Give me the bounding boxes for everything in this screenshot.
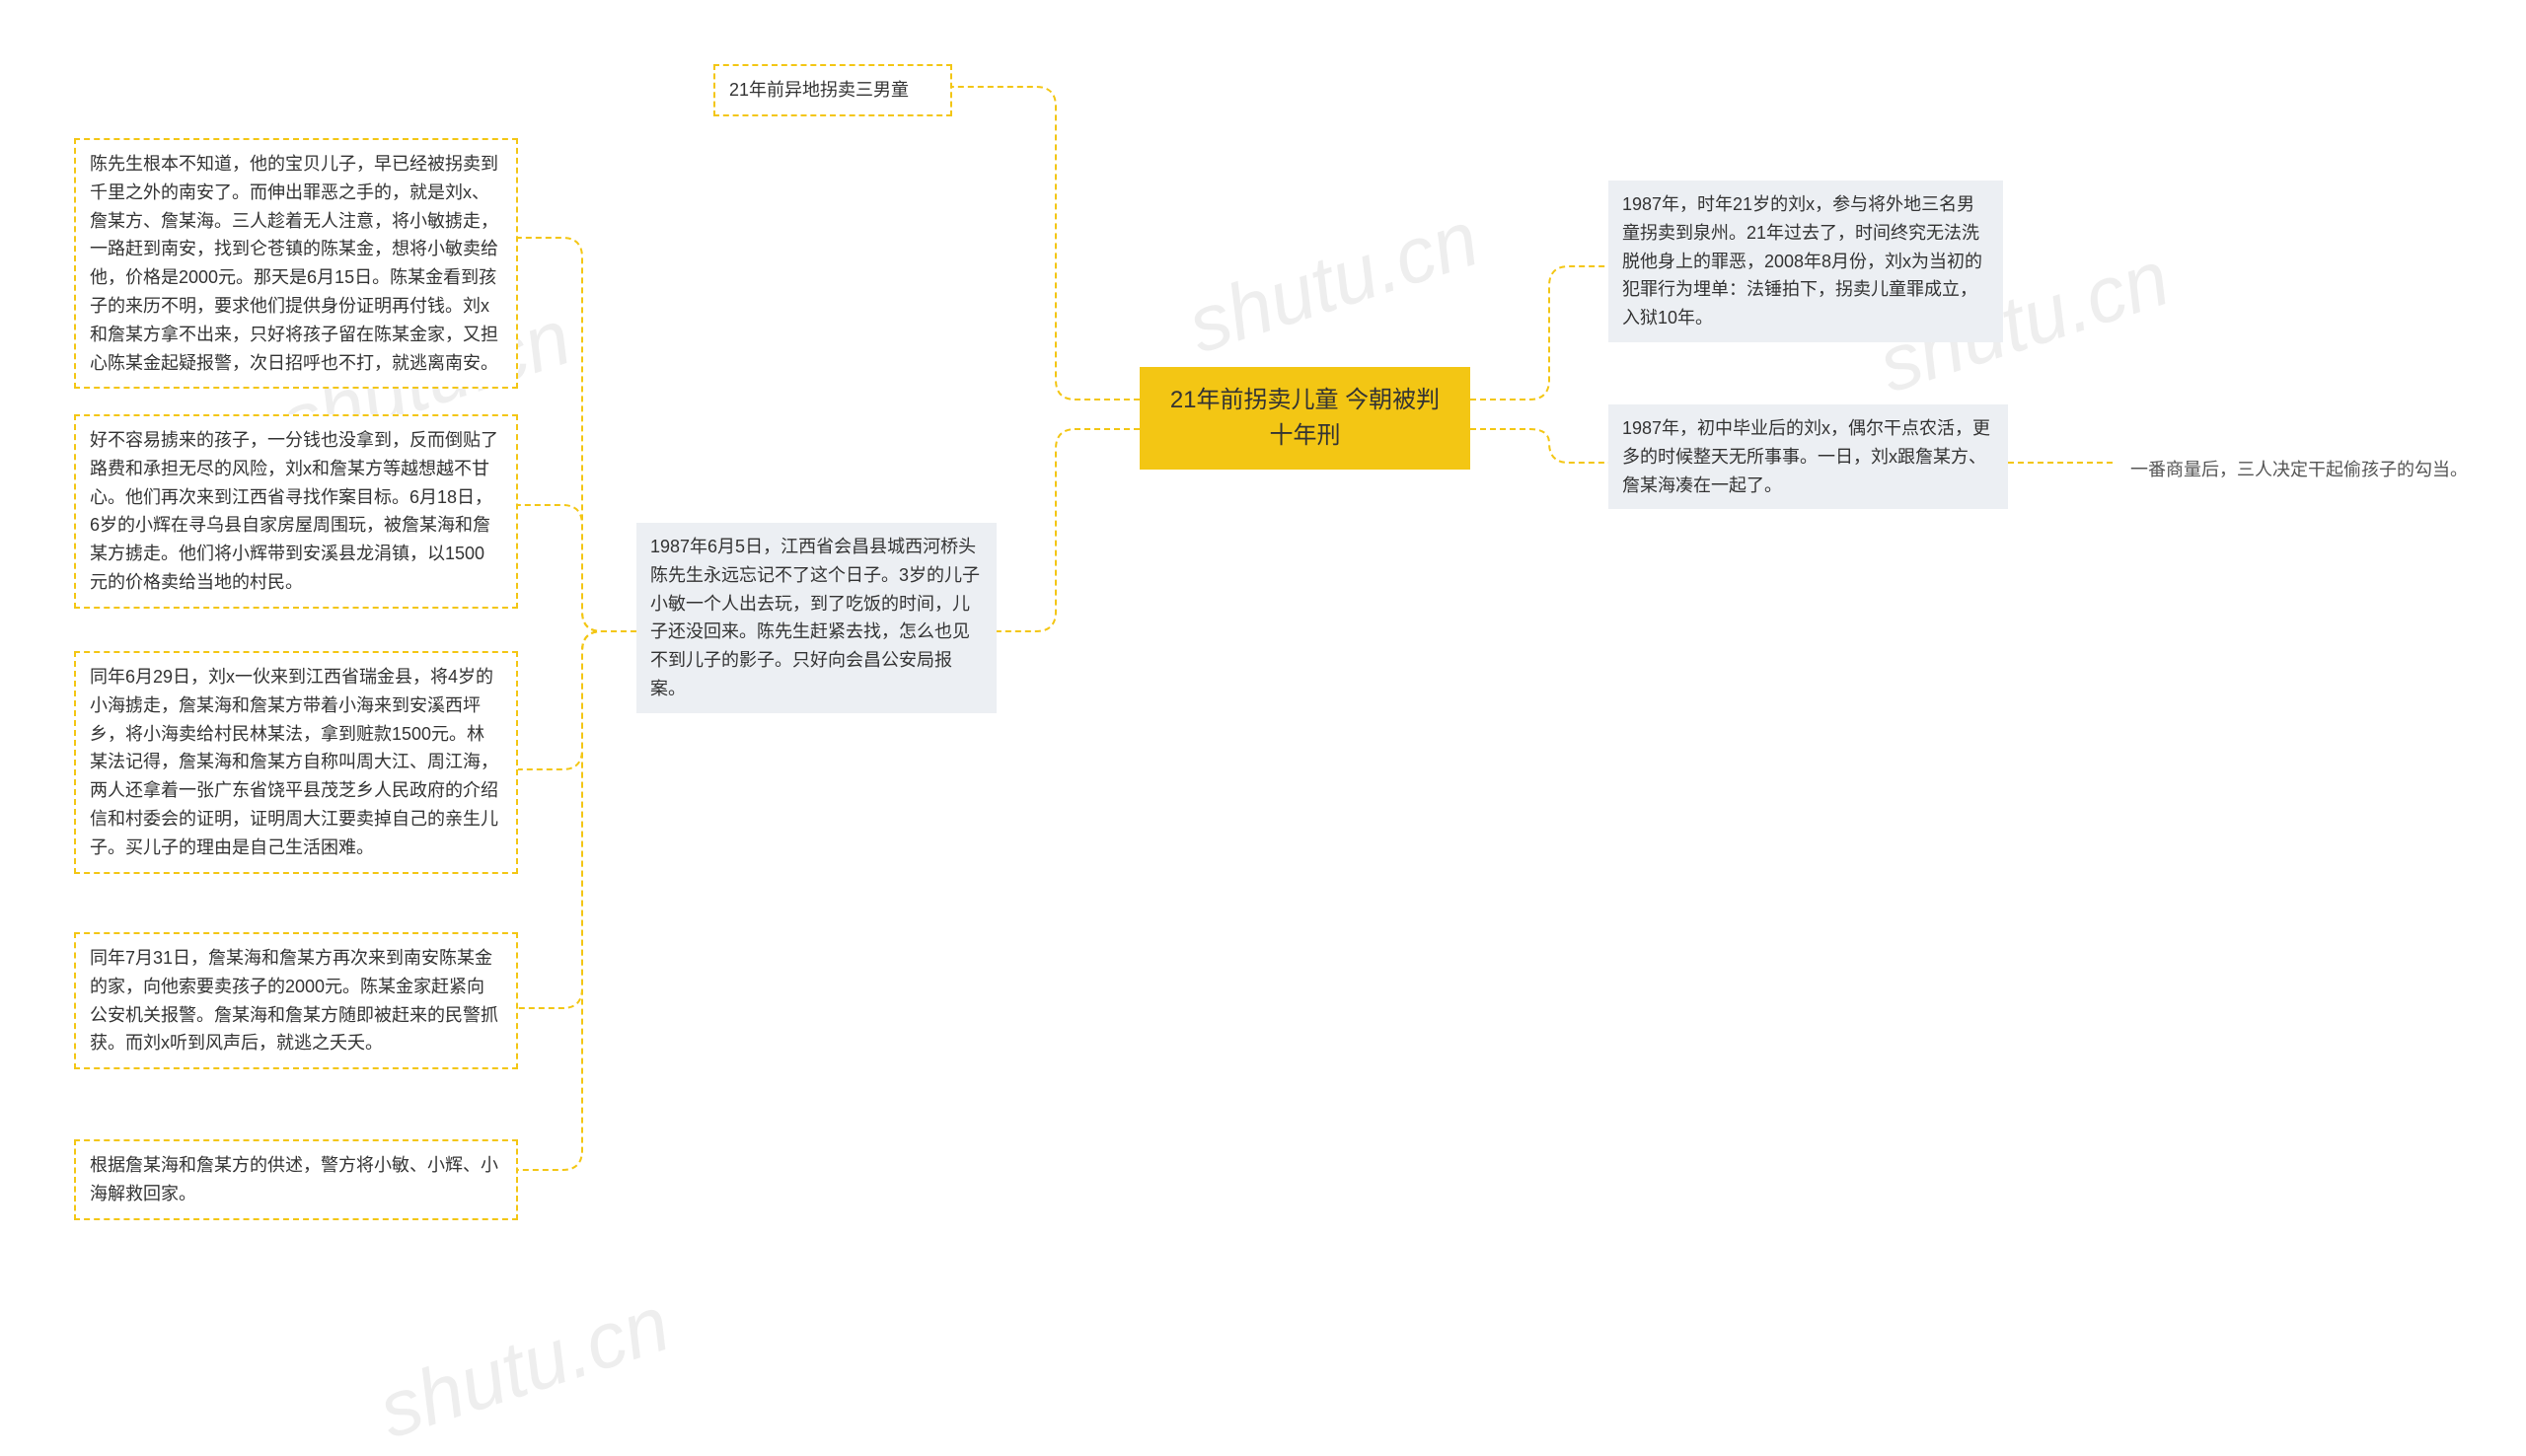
left-p5-text: 根据詹某海和詹某方的供述，警方将小敏、小辉、小海解救回家。 bbox=[90, 1155, 498, 1203]
left-p4: 同年7月31日，詹某海和詹某方再次来到南安陈某金的家，向他索要卖孩子的2000元… bbox=[74, 932, 518, 1069]
right-box1-text: 1987年，时年21岁的刘x，参与将外地三名男童拐卖到泉州。21年过去了，时间终… bbox=[1622, 194, 1982, 328]
left-p5: 根据詹某海和詹某方的供述，警方将小敏、小辉、小海解救回家。 bbox=[74, 1139, 518, 1220]
right-sub: 一番商量后，三人决定干起偷孩子的勾当。 bbox=[2117, 446, 2491, 494]
left-p2: 好不容易掳来的孩子，一分钱也没拿到，反而倒贴了路费和承担无尽的风险，刘x和詹某方… bbox=[74, 414, 518, 609]
watermark: shutu.cn bbox=[368, 1278, 680, 1456]
connector bbox=[1470, 429, 1608, 463]
left-p1-text: 陈先生根本不知道，他的宝贝儿子，早已经被拐卖到千里之外的南安了。而伸出罪恶之手的… bbox=[90, 154, 498, 373]
top-branch-label: 21年前异地拐卖三男童 bbox=[729, 80, 909, 100]
connector bbox=[518, 631, 636, 1008]
left-p1: 陈先生根本不知道，他的宝贝儿子，早已经被拐卖到千里之外的南安了。而伸出罪恶之手的… bbox=[74, 138, 518, 389]
connector bbox=[1470, 266, 1608, 400]
connector bbox=[518, 631, 636, 769]
right-box1: 1987年，时年21岁的刘x，参与将外地三名男童拐卖到泉州。21年过去了，时间终… bbox=[1608, 181, 2003, 342]
left-p3: 同年6月29日，刘x一伙来到江西省瑞金县，将4岁的小海掳走，詹某海和詹某方带着小… bbox=[74, 651, 518, 874]
connector bbox=[518, 631, 636, 1170]
left-p3-text: 同年6月29日，刘x一伙来到江西省瑞金县，将4岁的小海掳走，詹某海和詹某方带着小… bbox=[90, 667, 498, 857]
center-node: 21年前拐卖儿童 今朝被判 十年刑 bbox=[1140, 367, 1470, 470]
connector bbox=[997, 429, 1140, 631]
center-title-l1: 21年前拐卖儿童 今朝被判 bbox=[1170, 387, 1440, 413]
connector bbox=[518, 238, 636, 631]
right-box2: 1987年，初中毕业后的刘x，偶尔干点农活，更多的时候整天无所事事。一日，刘x跟… bbox=[1608, 404, 2008, 509]
right-box2-text: 1987年，初中毕业后的刘x，偶尔干点农活，更多的时候整天无所事事。一日，刘x跟… bbox=[1622, 418, 1990, 495]
center-title-l2: 十年刑 bbox=[1270, 422, 1341, 449]
left-p2-text: 好不容易掳来的孩子，一分钱也没拿到，反而倒贴了路费和承担无尽的风险，刘x和詹某方… bbox=[90, 430, 498, 592]
left-main-text: 1987年6月5日，江西省会昌县城西河桥头陈先生永远忘记不了这个日子。3岁的儿子… bbox=[650, 537, 980, 698]
watermark: shutu.cn bbox=[1177, 193, 1489, 372]
right-sub-text: 一番商量后，三人决定干起偷孩子的勾当。 bbox=[2130, 460, 2468, 479]
connector bbox=[952, 87, 1140, 400]
top-branch: 21年前异地拐卖三男童 bbox=[713, 64, 952, 116]
left-p4-text: 同年7月31日，詹某海和詹某方再次来到南安陈某金的家，向他索要卖孩子的2000元… bbox=[90, 948, 498, 1053]
left-main: 1987年6月5日，江西省会昌县城西河桥头陈先生永远忘记不了这个日子。3岁的儿子… bbox=[636, 523, 997, 713]
connector bbox=[518, 505, 636, 631]
